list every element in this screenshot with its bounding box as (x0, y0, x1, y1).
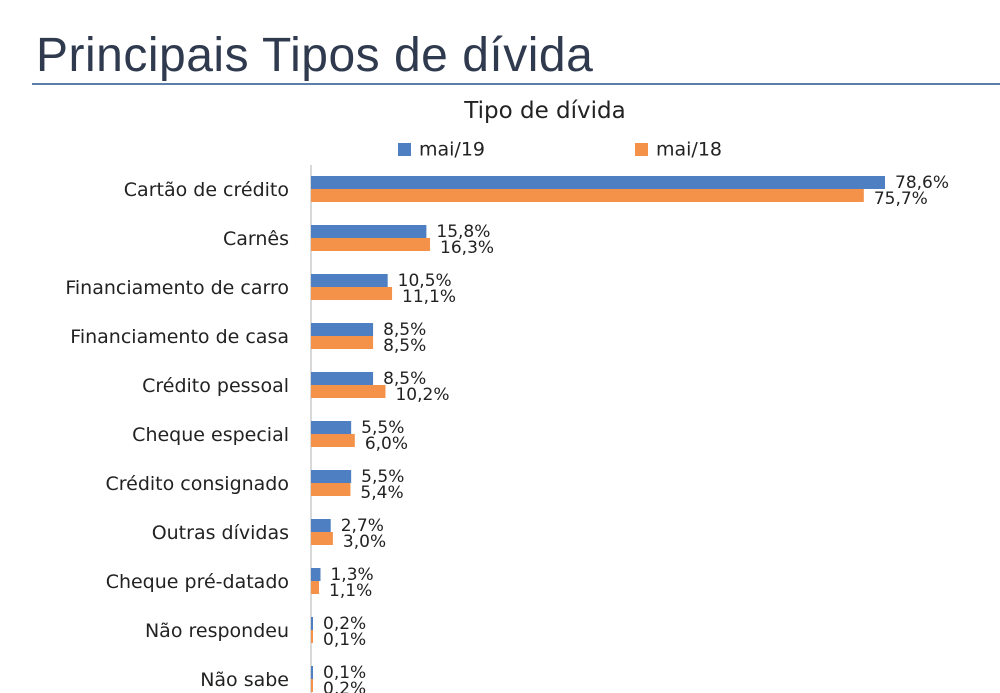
page-title: Principais Tipos de dívida (36, 29, 594, 82)
bar-series-1 (311, 666, 313, 679)
bar-series-2 (311, 434, 355, 447)
bar-series-1 (311, 568, 321, 581)
data-label-series-2: 16,3% (440, 238, 494, 258)
chart-title: Tipo de dívida (464, 98, 626, 124)
data-label-series-1: 8,5% (383, 369, 426, 389)
bar-series-2 (311, 483, 351, 496)
bar-series-2 (311, 532, 333, 545)
data-label-series-2: 10,2% (395, 385, 449, 405)
category-label: Outras dívidas (152, 522, 289, 544)
category-label: Crédito consignado (105, 473, 289, 495)
category-label: Não respondeu (145, 620, 289, 642)
data-label-series-2: 0,1% (323, 630, 366, 650)
data-label-series-2: 6,0% (365, 434, 408, 454)
legend-label-series-1: mai/19 (419, 138, 486, 161)
data-label-series-1: 0,1% (323, 663, 366, 683)
legend-item-series-1: mai/19 (398, 138, 485, 162)
data-label-series-1: 1,3% (330, 565, 373, 585)
data-label-series-1: 15,8% (436, 222, 490, 242)
category-label: Cartão de crédito (124, 179, 289, 201)
bar-series-1 (311, 421, 352, 434)
data-label-series-1: 78,6% (895, 173, 949, 193)
data-label-series-2: 3,0% (343, 532, 386, 552)
category-label: Cheque especial (132, 424, 289, 446)
bar-series-1 (311, 617, 313, 630)
bar-series-1 (311, 470, 352, 483)
data-label-series-1: 5,5% (361, 467, 404, 487)
bar-series-1 (311, 225, 427, 238)
legend-label-series-2: mai/18 (656, 138, 723, 161)
category-label: Financiamento de carro (65, 277, 289, 299)
data-label-series-2: 1,1% (329, 581, 372, 601)
legend-swatch-series-1 (398, 143, 411, 156)
title-divider (32, 83, 1000, 85)
data-label-series-2: 0,2% (323, 679, 366, 693)
category-label: Carnês (223, 228, 289, 250)
data-label-series-1: 8,5% (383, 320, 426, 340)
bar-series-2 (311, 287, 393, 300)
data-label-series-2: 8,5% (383, 336, 426, 356)
legend-swatch-series-2 (635, 143, 648, 156)
bar-series-1 (311, 274, 388, 287)
bar-series-2 (311, 630, 313, 643)
bar-series-2 (311, 581, 320, 594)
data-label-series-2: 11,1% (402, 287, 456, 307)
bar-series-2 (311, 238, 431, 251)
category-label: Cheque pré-datado (106, 571, 289, 593)
bar-series-1 (311, 176, 885, 189)
data-label-series-2: 5,4% (360, 483, 403, 503)
data-label-series-1: 2,7% (341, 516, 384, 536)
bar-series-1 (311, 372, 374, 385)
category-label: Crédito pessoal (142, 375, 289, 397)
data-label-series-1: 0,2% (323, 614, 366, 634)
data-label-series-2: 75,7% (874, 189, 928, 209)
category-label: Não sabe (200, 669, 289, 691)
bar-series-2 (311, 336, 374, 349)
bar-series-1 (311, 519, 331, 532)
data-label-series-1: 10,5% (398, 271, 452, 291)
category-label: Financiamento de casa (70, 326, 289, 348)
legend-item-series-2: mai/18 (635, 138, 722, 162)
data-label-series-1: 5,5% (361, 418, 404, 438)
bar-series-2 (311, 679, 313, 692)
bar-series-2 (311, 189, 864, 202)
bar-series-2 (311, 385, 386, 398)
bar-series-1 (311, 323, 374, 336)
